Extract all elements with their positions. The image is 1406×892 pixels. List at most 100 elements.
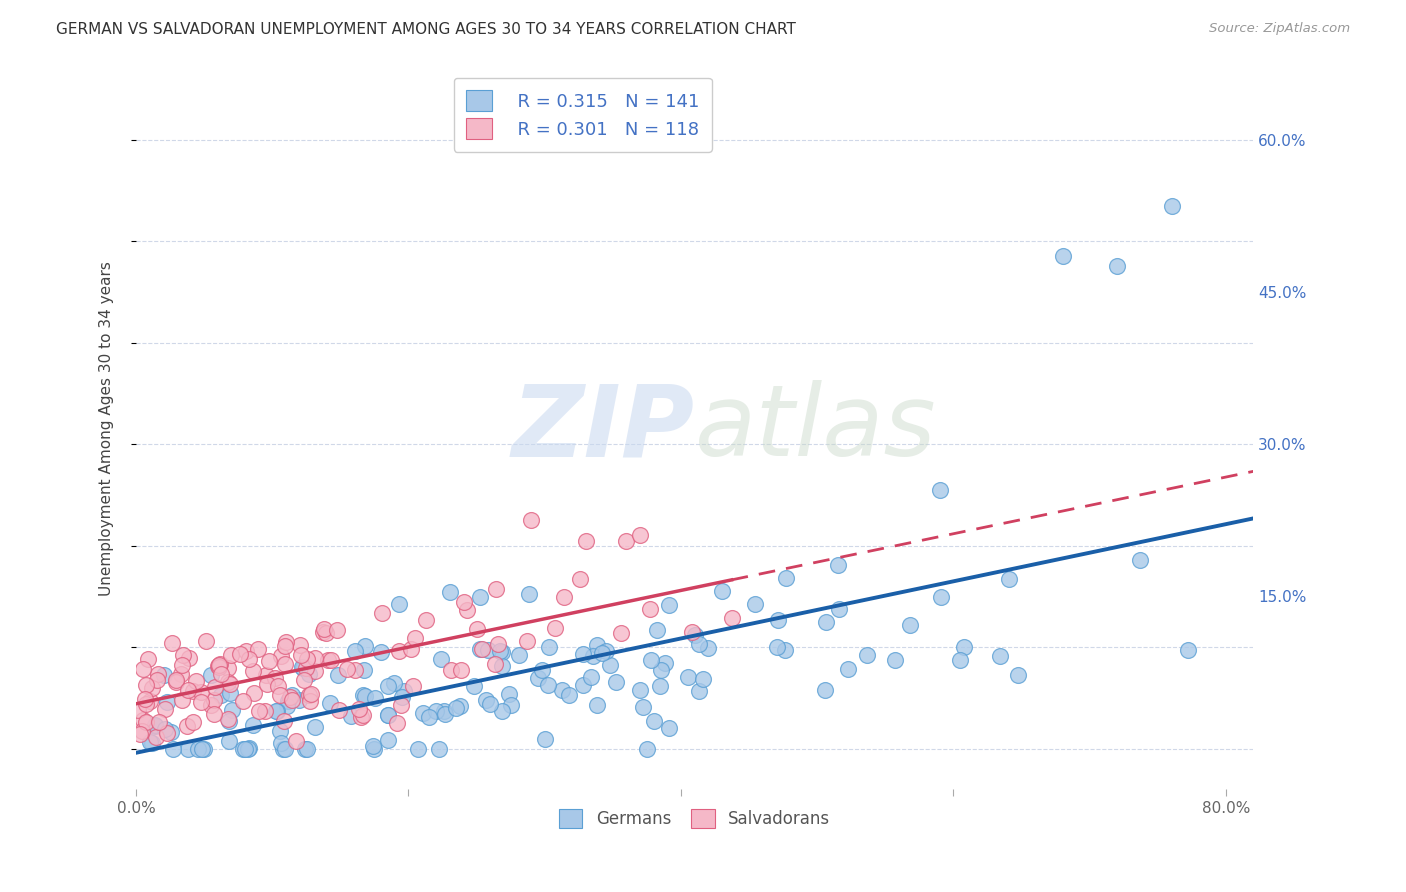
Point — [340, 709, 363, 723]
Point — [162, 741, 184, 756]
Point — [221, 703, 243, 717]
Point — [148, 715, 170, 730]
Point — [235, 644, 257, 658]
Point — [304, 720, 326, 734]
Point — [183, 714, 205, 729]
Point — [645, 624, 668, 638]
Point — [294, 741, 316, 756]
Point — [190, 695, 212, 709]
Point — [399, 641, 422, 656]
Point — [280, 693, 302, 707]
Point — [720, 611, 742, 625]
Point — [536, 678, 558, 692]
Point — [430, 652, 453, 666]
Point — [264, 704, 287, 718]
Point — [628, 683, 651, 698]
Point — [477, 643, 499, 657]
Point — [160, 636, 183, 650]
Point — [415, 613, 437, 627]
Point — [685, 627, 707, 641]
Point — [134, 691, 156, 706]
Point — [304, 650, 326, 665]
Point — [681, 624, 703, 639]
Point — [276, 698, 298, 713]
Point — [638, 602, 661, 616]
Point — [491, 645, 513, 659]
Point — [392, 684, 415, 698]
Point — [218, 686, 240, 700]
Point — [136, 651, 159, 665]
Point — [586, 638, 609, 652]
Point — [1007, 668, 1029, 682]
Point — [254, 667, 277, 681]
Point — [574, 533, 596, 548]
Point — [191, 741, 214, 756]
Point — [628, 528, 651, 542]
Point — [209, 666, 232, 681]
Point — [217, 675, 239, 690]
Point — [131, 724, 153, 739]
Point — [377, 708, 399, 723]
Point — [274, 657, 297, 671]
Point — [773, 643, 796, 657]
Point — [326, 623, 349, 637]
Point — [766, 614, 789, 628]
Point — [298, 693, 321, 707]
Point — [814, 682, 837, 697]
Point — [486, 637, 509, 651]
Point — [200, 668, 222, 682]
Point — [558, 688, 581, 702]
Point — [530, 664, 553, 678]
Point — [516, 634, 538, 648]
Point — [328, 703, 350, 717]
Point — [450, 663, 472, 677]
Point — [949, 653, 972, 667]
Point — [468, 642, 491, 657]
Point — [127, 703, 149, 717]
Point — [610, 626, 633, 640]
Point — [231, 694, 253, 708]
Point — [344, 663, 367, 677]
Point — [1160, 198, 1182, 212]
Point — [484, 582, 506, 597]
Point — [177, 683, 200, 698]
Point — [591, 647, 613, 661]
Point — [1052, 249, 1074, 263]
Point — [217, 661, 239, 675]
Point — [129, 727, 152, 741]
Point — [377, 732, 399, 747]
Point — [828, 602, 851, 616]
Point — [384, 675, 406, 690]
Point — [775, 571, 797, 585]
Point — [605, 674, 627, 689]
Point — [176, 719, 198, 733]
Point — [569, 572, 592, 586]
Point — [247, 704, 270, 718]
Point — [165, 673, 187, 687]
Point — [316, 653, 339, 667]
Point — [177, 651, 200, 665]
Point — [170, 667, 193, 681]
Point — [233, 741, 256, 756]
Point — [1128, 553, 1150, 567]
Point — [929, 590, 952, 604]
Point — [278, 690, 301, 704]
Point — [491, 704, 513, 718]
Point — [520, 513, 543, 527]
Point — [453, 594, 475, 608]
Point — [253, 704, 276, 718]
Point — [582, 648, 605, 663]
Point — [267, 679, 290, 693]
Point — [475, 693, 498, 707]
Point — [218, 734, 240, 748]
Point — [711, 583, 734, 598]
Point — [508, 648, 530, 663]
Point — [208, 657, 231, 671]
Point — [581, 670, 603, 684]
Point — [433, 707, 456, 722]
Point — [204, 680, 226, 694]
Point — [444, 700, 467, 714]
Point — [177, 741, 200, 756]
Point — [349, 702, 371, 716]
Point — [364, 690, 387, 705]
